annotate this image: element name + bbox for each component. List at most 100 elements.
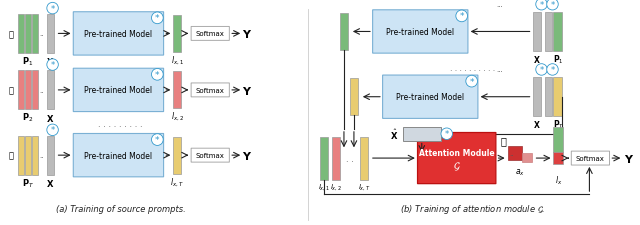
- Text: *: *: [460, 12, 464, 21]
- Bar: [173, 72, 181, 109]
- FancyBboxPatch shape: [372, 11, 468, 54]
- Bar: [350, 79, 358, 116]
- Text: Softmax: Softmax: [196, 31, 225, 37]
- Text: *: *: [155, 14, 159, 23]
- Text: $l_x$: $l_x$: [555, 173, 562, 186]
- Text: $a_x$: $a_x$: [515, 167, 525, 177]
- Text: 🔥: 🔥: [8, 151, 13, 160]
- Bar: [340, 14, 348, 51]
- Text: 🔥: 🔥: [8, 86, 13, 95]
- Bar: [554, 153, 563, 164]
- Text: . .: . .: [346, 154, 354, 163]
- Bar: [31, 15, 38, 54]
- Text: . . . . . . . . . .: . . . . . . . . . .: [450, 64, 495, 73]
- Text: Softmax: Softmax: [576, 155, 605, 161]
- Text: Pre-trained Model: Pre-trained Model: [84, 86, 152, 95]
- Text: *: *: [469, 77, 474, 86]
- Text: *: *: [540, 1, 543, 10]
- Bar: [25, 71, 31, 110]
- Text: $\mathbf{P}_T$: $\mathbf{P}_T$: [553, 118, 564, 131]
- FancyBboxPatch shape: [191, 27, 229, 41]
- Bar: [532, 13, 541, 52]
- Text: Pre-trained Model: Pre-trained Model: [386, 28, 454, 37]
- Text: 🔥: 🔥: [500, 136, 506, 146]
- Text: $\mathbf{X}$: $\mathbf{X}$: [532, 119, 540, 130]
- Bar: [545, 13, 552, 52]
- Text: $l_{x,1}$: $l_{x,1}$: [171, 54, 184, 67]
- Text: *: *: [51, 126, 54, 135]
- Bar: [173, 16, 181, 53]
- Text: Softmax: Softmax: [196, 88, 225, 93]
- Text: $\mathbf{P}_1$: $\mathbf{P}_1$: [22, 55, 33, 68]
- Bar: [47, 71, 54, 110]
- Text: $\mathbf{P}_2$: $\mathbf{P}_2$: [22, 111, 33, 124]
- Bar: [18, 71, 24, 110]
- FancyBboxPatch shape: [74, 69, 164, 112]
- Text: $\mathbf{Y}$: $\mathbf{Y}$: [242, 28, 252, 40]
- Text: *: *: [540, 66, 543, 75]
- Bar: [554, 78, 563, 117]
- Bar: [320, 137, 328, 180]
- Text: $\mathbf{P}_1$: $\mathbf{P}_1$: [553, 53, 564, 66]
- Text: ..: ..: [39, 153, 44, 158]
- Text: $\mathbf{X}$: $\mathbf{X}$: [532, 54, 540, 65]
- Text: *: *: [51, 4, 54, 13]
- Bar: [25, 136, 31, 175]
- Text: $\mathbf{Y}$: $\mathbf{Y}$: [624, 152, 634, 164]
- FancyBboxPatch shape: [191, 83, 229, 97]
- Text: (a) Training of source prompts.: (a) Training of source prompts.: [56, 204, 186, 213]
- Bar: [47, 136, 54, 175]
- Bar: [403, 127, 441, 141]
- Bar: [31, 71, 38, 110]
- FancyBboxPatch shape: [383, 76, 478, 119]
- Text: *: *: [155, 135, 159, 144]
- Text: $l_{x,T}$: $l_{x,T}$: [170, 176, 184, 188]
- Text: $\hat{\mathbf{X}}$: $\hat{\mathbf{X}}$: [390, 127, 398, 141]
- Text: *: *: [550, 1, 555, 10]
- Bar: [18, 15, 24, 54]
- Bar: [332, 137, 340, 180]
- Text: *: *: [550, 66, 555, 75]
- Text: 🔥: 🔥: [8, 30, 13, 39]
- Text: $l_{x,T}$: $l_{x,T}$: [358, 182, 370, 191]
- Text: Pre-trained Model: Pre-trained Model: [84, 30, 152, 39]
- Text: ..: ..: [39, 31, 44, 37]
- Text: $\mathbf{Y}$: $\mathbf{Y}$: [242, 85, 252, 97]
- Bar: [18, 136, 24, 175]
- Text: Pre-trained Model: Pre-trained Model: [84, 151, 152, 160]
- Text: $\mathbf{P}_T$: $\mathbf{P}_T$: [22, 176, 34, 189]
- Text: $\mathbf{X}$: $\mathbf{X}$: [47, 112, 55, 123]
- Text: (b) Training of attention module $\mathcal{G}$.: (b) Training of attention module $\mathc…: [400, 202, 545, 215]
- Bar: [47, 15, 54, 54]
- Text: ...: ...: [496, 2, 503, 8]
- Bar: [522, 153, 532, 162]
- Text: Attention Module: Attention Module: [419, 148, 495, 157]
- Bar: [508, 147, 522, 160]
- Text: $\mathbf{X}$: $\mathbf{X}$: [47, 56, 55, 67]
- Text: $\mathbf{X}$: $\mathbf{X}$: [47, 177, 55, 188]
- FancyBboxPatch shape: [74, 134, 164, 177]
- Text: $\mathbf{Y}$: $\mathbf{Y}$: [242, 149, 252, 162]
- Text: $l_{x,2}$: $l_{x,2}$: [330, 182, 342, 191]
- Bar: [532, 78, 541, 117]
- FancyBboxPatch shape: [572, 151, 609, 165]
- Text: ...: ...: [496, 67, 503, 73]
- Text: ..: ..: [39, 88, 44, 93]
- Bar: [31, 136, 38, 175]
- Text: . . . . . . . . .: . . . . . . . . .: [98, 119, 143, 128]
- Bar: [554, 127, 563, 153]
- Text: ..: ..: [509, 151, 514, 157]
- FancyBboxPatch shape: [417, 133, 496, 184]
- Bar: [25, 15, 31, 54]
- Bar: [554, 13, 563, 52]
- Text: $\mathcal{G}$: $\mathcal{G}$: [453, 160, 461, 172]
- FancyBboxPatch shape: [191, 148, 229, 162]
- Text: *: *: [445, 130, 449, 139]
- Text: Softmax: Softmax: [196, 153, 225, 158]
- FancyBboxPatch shape: [74, 13, 164, 56]
- Bar: [173, 137, 181, 174]
- Text: *: *: [155, 70, 159, 79]
- Text: $l_{x,2}$: $l_{x,2}$: [171, 110, 184, 123]
- Text: $l_{x,1}$: $l_{x,1}$: [318, 182, 330, 191]
- Bar: [545, 78, 552, 117]
